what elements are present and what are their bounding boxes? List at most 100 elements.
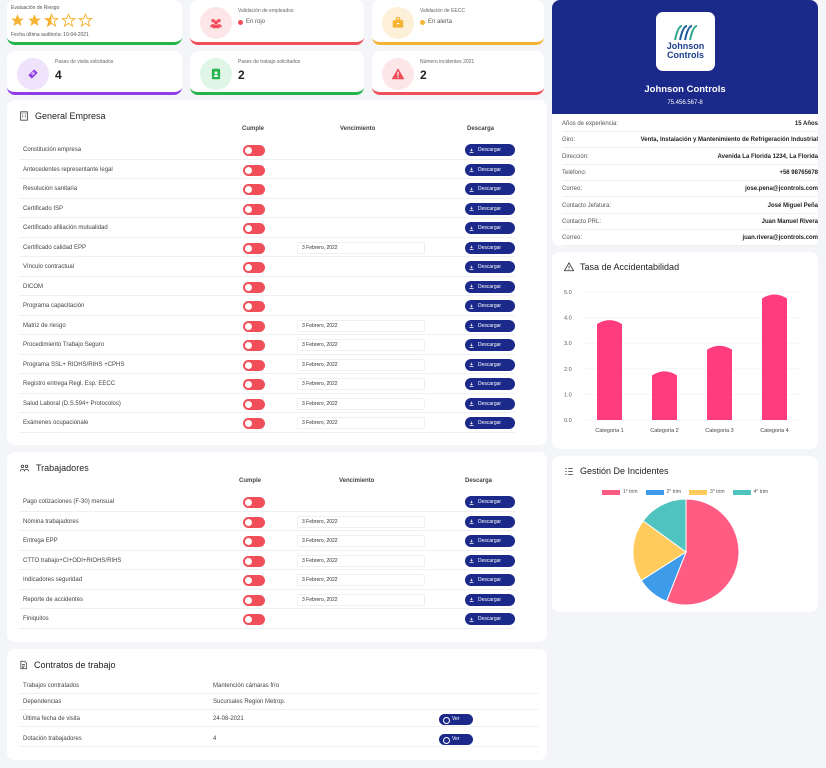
cumple-toggle[interactable] — [243, 379, 265, 390]
download-label: Descargar — [478, 244, 502, 251]
download-button[interactable]: Descargar — [465, 339, 515, 351]
vencimiento-date[interactable]: 3 Febrero, 2022 — [297, 535, 425, 547]
cumple-toggle[interactable] — [243, 555, 265, 567]
download-button[interactable]: Descargar — [465, 222, 515, 234]
download-button[interactable]: Descargar — [465, 280, 515, 293]
cumple-toggle[interactable] — [243, 497, 265, 508]
table-row: CTTO trabajo+CI+ODI+RIOHS/RIHS 3 Febrero,… — [19, 551, 515, 570]
download-button[interactable]: Descargar — [465, 613, 515, 625]
cumple-toggle[interactable] — [243, 262, 265, 273]
bar[interactable] — [707, 345, 732, 420]
download-button[interactable]: Descargar — [465, 358, 515, 371]
legend-item[interactable]: 3° trim — [689, 489, 725, 495]
ver-button[interactable]: Ver — [439, 734, 473, 745]
info-value[interactable]: juan.rivera@jcontrols.com — [742, 235, 818, 242]
download-button[interactable]: Descargar — [465, 319, 515, 332]
cumple-toggle[interactable] — [243, 575, 265, 586]
download-button[interactable]: Descargar — [465, 593, 515, 606]
cumple-toggle[interactable] — [243, 164, 265, 176]
download-button[interactable]: Descargar — [465, 163, 515, 176]
cumple-toggle[interactable] — [243, 281, 265, 293]
y-tick-label: 4.0 — [564, 316, 572, 322]
download-label: Descargar — [478, 361, 502, 368]
download-button[interactable]: Descargar — [465, 535, 515, 547]
vencimiento-date[interactable]: 3 Febrero, 2022 — [297, 339, 425, 351]
vencimiento-date[interactable]: 3 Febrero, 2022 — [297, 378, 425, 390]
cumple-toggle[interactable] — [243, 223, 265, 234]
vencimiento-date[interactable]: 3 Febrero, 2022 — [297, 241, 425, 254]
trabajadores-rows: Pago cotizaciones (F-30) mensual Descarga… — [19, 492, 515, 629]
bar[interactable] — [597, 320, 622, 420]
col-vencimiento: Vencimiento — [339, 478, 375, 484]
contratos-card: Contratos de trabajo Trabajos contratado… — [7, 649, 547, 760]
vencimiento-date[interactable]: 3 Febrero, 2022 — [297, 554, 425, 567]
vencimiento-date[interactable]: 3 Febrero, 2022 — [297, 417, 425, 429]
download-button[interactable]: Descargar — [465, 515, 515, 528]
ver-button[interactable]: Ver — [439, 714, 473, 725]
legend-item[interactable]: 1° trim — [602, 489, 638, 495]
legend-item[interactable]: 4° trim — [732, 489, 768, 495]
bar[interactable] — [652, 371, 677, 420]
download-button[interactable]: Descargar — [465, 241, 515, 254]
row-label: Pago cotizaciones (F-30) mensual — [23, 499, 115, 505]
download-button[interactable]: Descargar — [465, 574, 515, 586]
cumple-toggle[interactable] — [243, 301, 265, 312]
info-value: José Miguel Peña — [767, 202, 818, 209]
pie-slice[interactable] — [632, 520, 687, 582]
x-tick-label: Categoria 3 — [705, 428, 733, 434]
bar[interactable] — [762, 294, 787, 420]
download-button[interactable]: Descargar — [465, 261, 515, 273]
cumple-toggle[interactable] — [243, 359, 265, 371]
pie-slice[interactable] — [642, 498, 687, 553]
download-button[interactable]: Descargar — [465, 300, 515, 312]
vencimiento-date[interactable]: 3 Febrero, 2022 — [297, 397, 425, 410]
section-title: General Empresa — [19, 111, 106, 121]
status-text: En rojo — [246, 19, 266, 25]
download-label: Descargar — [478, 303, 502, 309]
vencimiento-date[interactable]: 3 Febrero, 2022 — [297, 515, 425, 528]
table-row: Pago cotizaciones (F-30) mensual Descarga… — [19, 492, 515, 512]
row-label: Entrega EPP — [23, 538, 58, 544]
cumple-toggle[interactable] — [243, 516, 265, 528]
star-half-icon — [44, 13, 59, 28]
info-value[interactable]: jose.pena@jcontrols.com — [745, 186, 818, 193]
legend-item[interactable]: 2° trim — [645, 489, 681, 495]
cumple-toggle[interactable] — [243, 320, 265, 332]
cumple-toggle[interactable] — [243, 242, 265, 254]
info-label: Giro: — [562, 137, 576, 144]
download-button[interactable]: Descargar — [465, 378, 515, 390]
cumple-toggle[interactable] — [243, 340, 265, 351]
workers-icon — [19, 464, 30, 472]
download-button[interactable]: Descargar — [465, 554, 515, 567]
vencimiento-date[interactable]: 3 Febrero, 2022 — [297, 574, 425, 586]
pie-slice[interactable] — [665, 498, 740, 606]
cumple-toggle[interactable] — [243, 184, 265, 195]
vencimiento-date[interactable]: 3 Febrero, 2022 — [297, 593, 425, 606]
vencimiento-date[interactable]: 3 Febrero, 2022 — [297, 358, 425, 371]
ticket-icon — [17, 58, 49, 90]
download-icon — [469, 539, 474, 544]
table-row: Matriz de riesgo 3 Febrero, 2022 Descargar — [19, 316, 515, 335]
info-value: Juan Manuel Rivera — [761, 218, 818, 225]
info-value: Venta, Instalación y Mantenimiento de Re… — [640, 137, 818, 144]
cumple-toggle[interactable] — [243, 418, 265, 429]
download-button[interactable]: Descargar — [465, 417, 515, 429]
contract-row: Dotación trabajadores 4 Ver — [19, 731, 539, 747]
cumple-toggle[interactable] — [243, 145, 265, 156]
cumple-toggle[interactable] — [243, 614, 265, 625]
download-icon — [469, 362, 474, 367]
contract-row: Trabajos contratados Mantención cámaras f… — [19, 678, 539, 694]
download-icon — [469, 578, 474, 583]
cumple-toggle[interactable] — [243, 398, 265, 410]
download-button[interactable]: Descargar — [465, 144, 515, 156]
cumple-toggle[interactable] — [243, 536, 265, 547]
download-button[interactable]: Descargar — [465, 202, 515, 215]
download-button[interactable]: Descargar — [465, 183, 515, 195]
cumple-toggle[interactable] — [243, 594, 265, 606]
vencimiento-date[interactable]: 3 Febrero, 2022 — [297, 319, 425, 332]
download-icon — [469, 304, 474, 309]
download-button[interactable]: Descargar — [465, 397, 515, 410]
download-icon — [469, 382, 474, 387]
download-button[interactable]: Descargar — [465, 496, 515, 508]
cumple-toggle[interactable] — [243, 203, 265, 215]
